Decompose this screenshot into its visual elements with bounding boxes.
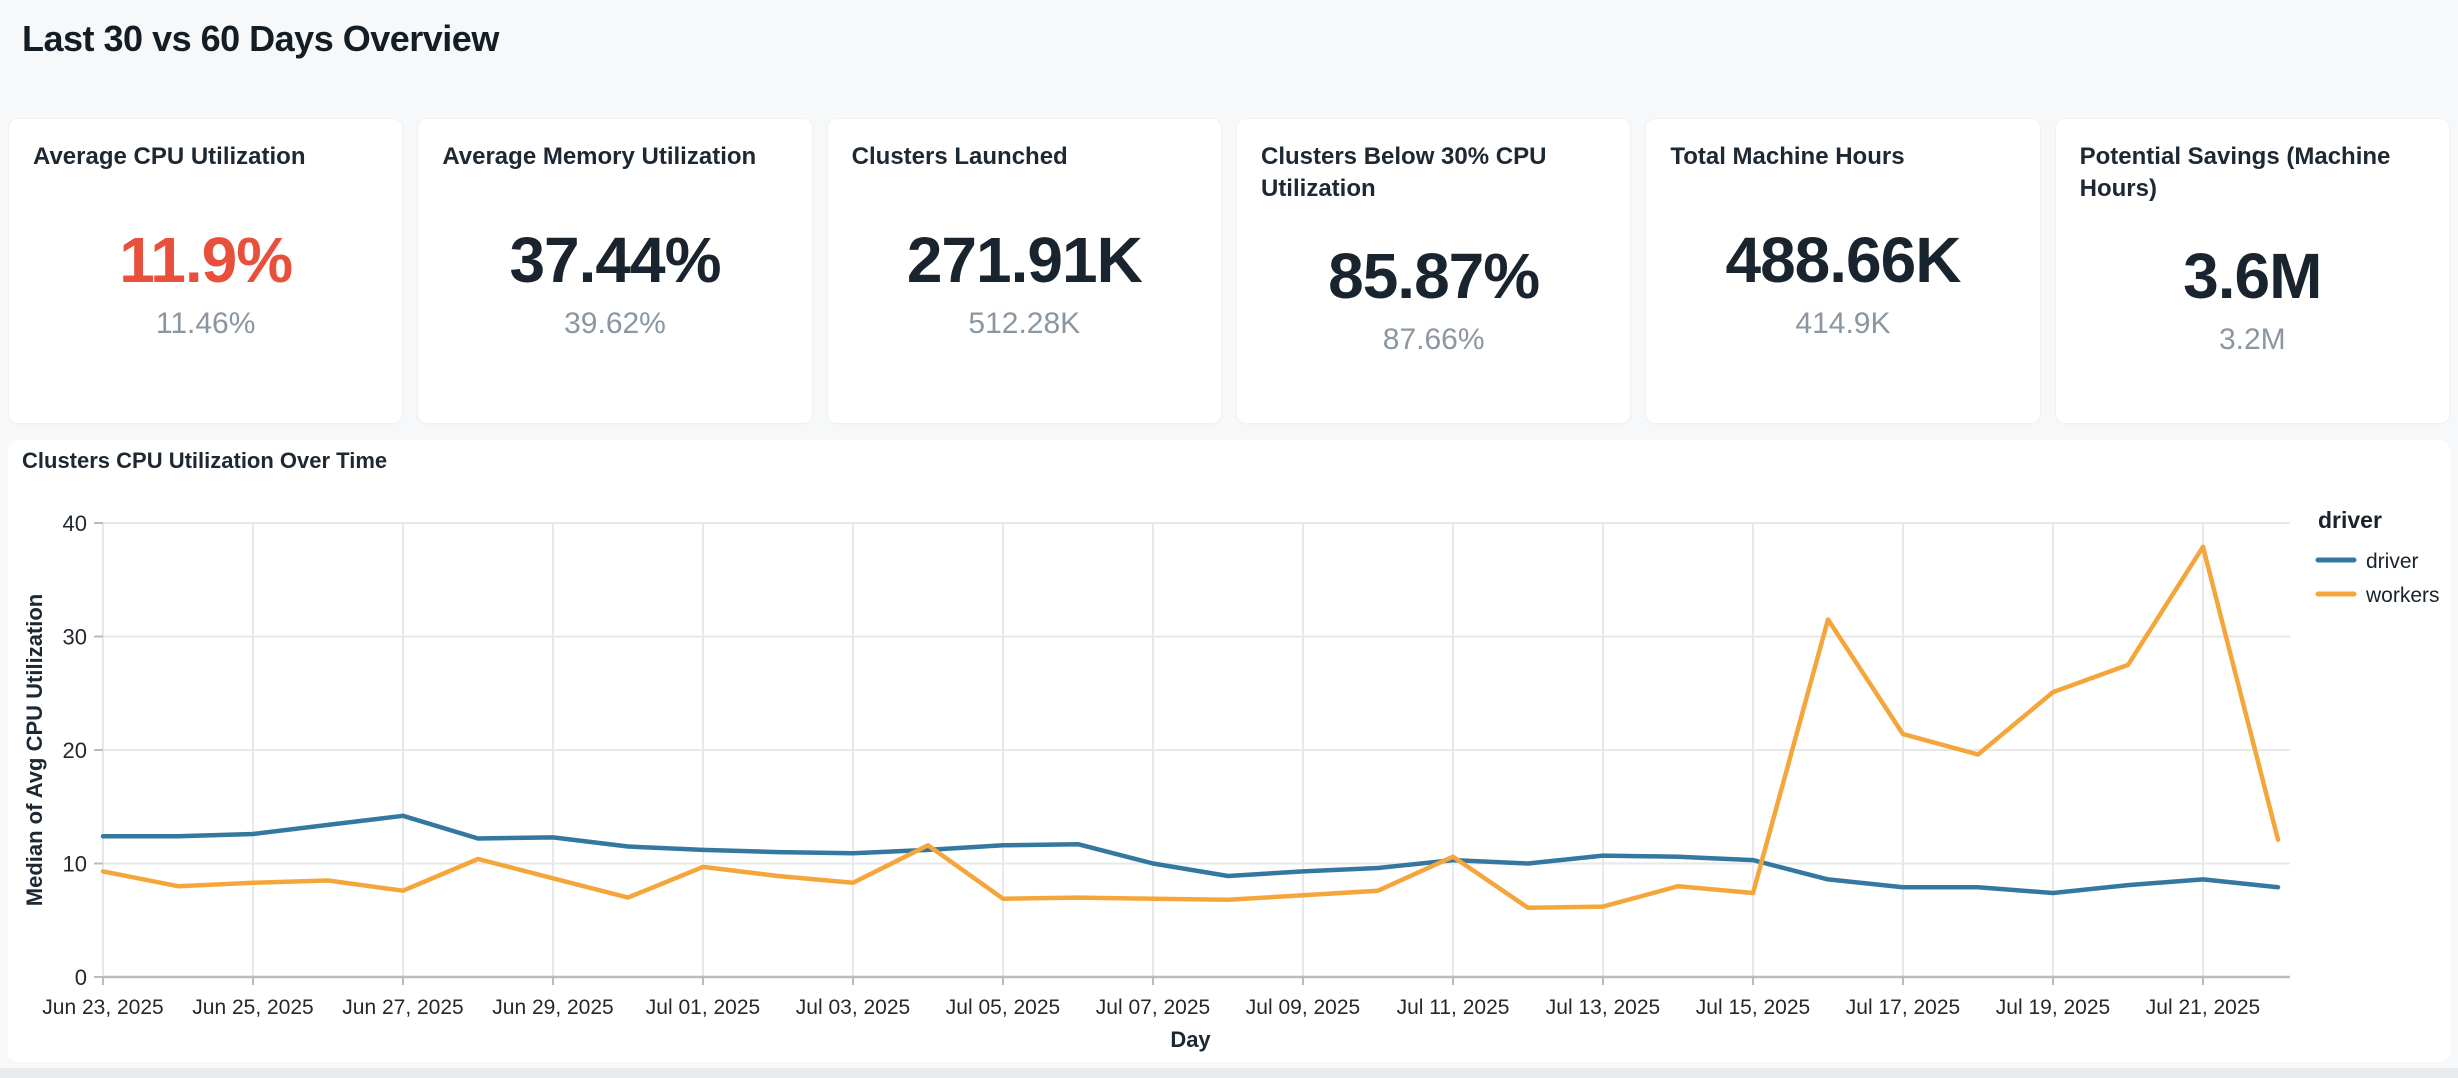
kpi-previous-value: 3.2M [2218, 323, 2286, 357]
kpi-card-clusters-below-30: Clusters Below 30% CPU Utilization 85.87… [1235, 118, 1632, 424]
x-tick-label: Jul 21, 2025 [2146, 996, 2260, 1019]
kpi-card-avg-memory: Average Memory Utilization 37.44% 39.62% [417, 118, 813, 424]
kpi-value: 11.9% [119, 224, 293, 297]
x-tick-label: Jul 05, 2025 [946, 996, 1060, 1019]
kpi-title: Clusters Below 30% CPU Utilization [1260, 143, 1547, 203]
x-tick-label: Jul 19, 2025 [1996, 996, 2110, 1019]
x-tick-label: Jul 09, 2025 [1246, 996, 1360, 1019]
kpi-card-row: Average CPU Utilization 11.9% 11.46% Ave… [8, 118, 2450, 424]
kpi-value: 3.6M [2183, 240, 2322, 313]
kpi-value: 488.66K [1725, 224, 1961, 297]
series-line-driver [100, 813, 2281, 896]
x-tick-label: Jul 01, 2025 [646, 996, 760, 1019]
x-axis-title: Day [1170, 1027, 1211, 1052]
legend-item-workers[interactable]: workers [2365, 584, 2440, 607]
x-tick-label: Jun 23, 2025 [42, 996, 163, 1019]
kpi-previous-value: 39.62% [564, 307, 666, 341]
kpi-card-avg-cpu: Average CPU Utilization 11.9% 11.46% [8, 118, 404, 424]
kpi-title: Average Memory Utilization [442, 143, 757, 170]
kpi-title: Total Machine Hours [1670, 143, 1905, 170]
y-tick-label: 10 [63, 852, 87, 877]
kpi-previous-value: 512.28K [968, 307, 1081, 341]
kpi-title: Average CPU Utilization [33, 143, 306, 170]
kpi-value: 37.44% [509, 224, 721, 297]
series-line-workers [100, 544, 2281, 911]
x-tick-label: Jul 07, 2025 [1096, 996, 1210, 1019]
kpi-card-total-machine-hours: Total Machine Hours 488.66K 414.9K [1645, 118, 2041, 424]
kpi-previous-value: 11.46% [155, 307, 256, 341]
x-tick-label: Jul 11, 2025 [1397, 996, 1510, 1019]
legend-item-driver[interactable]: driver [2366, 550, 2419, 573]
kpi-card-potential-savings: Potential Savings (Machine Hours) 3.6M 3… [2054, 118, 2450, 424]
y-tick-label: 20 [63, 738, 87, 763]
kpi-value: 85.87% [1328, 240, 1540, 313]
x-tick-label: Jul 13, 2025 [1546, 996, 1660, 1019]
kpi-previous-value: 414.9K [1795, 307, 1891, 341]
cpu-utilization-chart-card: Clusters CPU Utilization Over Time 0 10 20… [8, 440, 2450, 1062]
horizontal-scrollbar[interactable] [0, 1068, 2458, 1078]
kpi-title: Potential Savings (Machine Hours) [2079, 143, 2391, 203]
x-tick-label: Jul 03, 2025 [796, 996, 910, 1019]
x-tick-label: Jun 27, 2025 [342, 996, 463, 1019]
x-tick-label: Jul 17, 2025 [1846, 996, 1960, 1019]
y-tick-label: 0 [75, 965, 87, 990]
x-tick-label: Jun 29, 2025 [492, 996, 613, 1019]
line-chart: 0 10 20 30 40 Jun 23, 2025 Jun 25, 2025 Jun 27,… [22, 507, 2440, 1052]
legend-title: driver [2318, 507, 2382, 533]
y-axis-title: Median of Avg CPU Utilization [22, 594, 47, 906]
y-tick-label: 40 [63, 511, 87, 536]
kpi-value: 271.91K [906, 224, 1143, 297]
y-tick-label: 30 [63, 625, 87, 650]
kpi-previous-value: 87.66% [1382, 323, 1485, 357]
page-title: Last 30 vs 60 Days Overview [22, 18, 499, 59]
kpi-title: Clusters Launched [851, 143, 1068, 170]
x-tick-label: Jun 25, 2025 [192, 996, 313, 1019]
chart-title: Clusters CPU Utilization Over Time [22, 448, 388, 473]
x-tick-label: Jul 15, 2025 [1696, 996, 1810, 1019]
kpi-card-clusters-launched: Clusters Launched 271.91K 512.28K [826, 118, 1222, 424]
